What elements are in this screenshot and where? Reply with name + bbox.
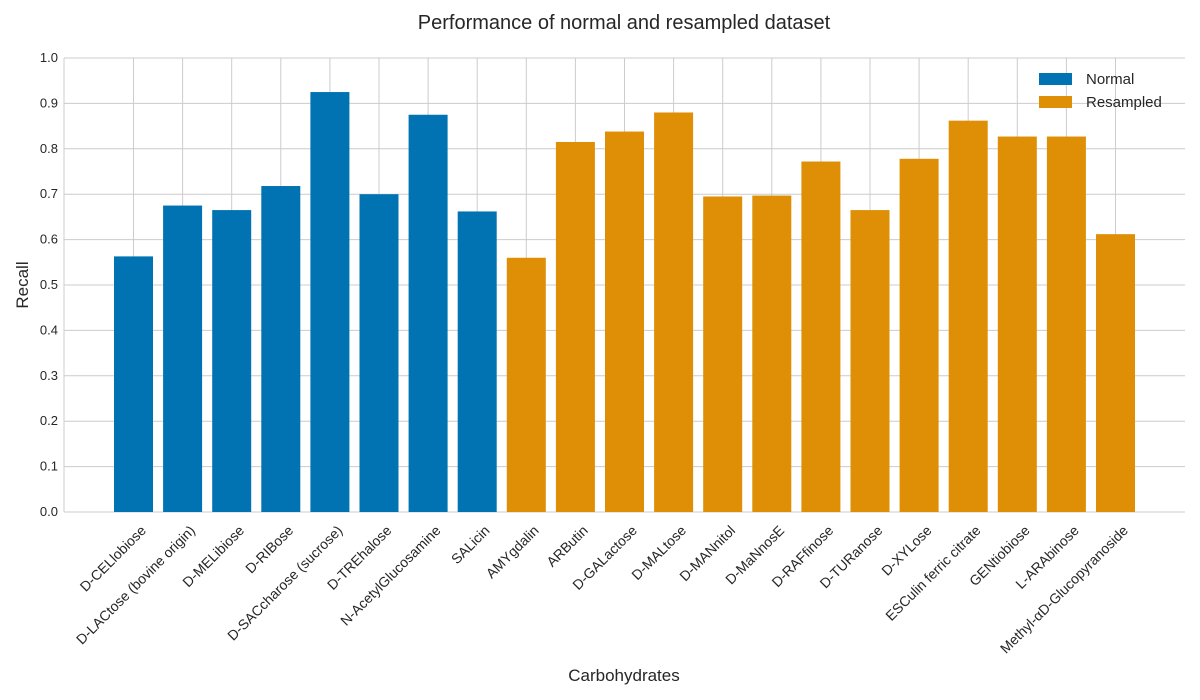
bar-resampled xyxy=(850,210,890,512)
y-tick-label: 0.2 xyxy=(40,413,58,428)
bar-resampled xyxy=(1046,136,1086,513)
x-tick-label: N-AcetylGlucosamine xyxy=(337,522,444,629)
x-tick-label: ARButin xyxy=(543,522,591,570)
bar-resampled xyxy=(555,141,595,513)
y-tick-label: 0.3 xyxy=(40,368,58,383)
y-tick-label: 0.4 xyxy=(40,322,58,337)
legend-label-resampled: Resampled xyxy=(1086,94,1162,111)
legend: Normal Resampled xyxy=(1039,71,1162,111)
y-tick-label: 1.0 xyxy=(40,50,58,65)
y-tick-label: 0.5 xyxy=(40,277,58,292)
x-tick-label: AMYgdalin xyxy=(483,522,542,581)
bar-resampled xyxy=(605,131,644,512)
x-tick-label: SALicin xyxy=(448,522,493,567)
legend-swatch-resampled xyxy=(1039,96,1072,108)
bar-resampled xyxy=(801,161,841,512)
legend-swatch-normal xyxy=(1039,73,1072,85)
bar-resampled xyxy=(506,257,546,512)
y-tick-label: 0.0 xyxy=(40,504,58,519)
y-tick-label: 0.8 xyxy=(40,141,58,156)
y-tick-label: 0.1 xyxy=(40,459,58,474)
bar-resampled xyxy=(654,112,694,512)
x-tick-label: ESCulin ferric citrate xyxy=(882,522,984,624)
bar-normal xyxy=(261,186,301,512)
chart-title: Performance of normal and resampled data… xyxy=(418,12,831,34)
bars-layer xyxy=(114,92,1135,513)
bar-normal xyxy=(457,211,497,512)
y-axis-label: Recall xyxy=(13,261,32,308)
bar-resampled xyxy=(752,195,792,512)
bar-normal xyxy=(163,205,203,513)
bar-resampled xyxy=(703,196,743,512)
bar-resampled xyxy=(948,120,988,512)
bar-normal xyxy=(310,92,350,513)
y-tick-label: 0.9 xyxy=(40,95,58,110)
bar-normal xyxy=(359,194,399,512)
bar-resampled xyxy=(997,136,1037,513)
bar-normal xyxy=(408,114,448,512)
bar-normal xyxy=(212,210,252,512)
x-axis-label: Carbohydrates xyxy=(568,666,680,685)
y-tick-label: 0.7 xyxy=(40,186,58,201)
bar-resampled xyxy=(899,158,939,512)
y-tick-label: 0.6 xyxy=(40,232,58,247)
bar-normal xyxy=(114,256,153,512)
y-axis-ticks: 0.0 0.1 0.2 0.3 0.4 0.5 0.6 0.7 0.8 0.9 1.0 xyxy=(40,50,58,519)
bar-resampled xyxy=(1096,234,1135,513)
legend-label-normal: Normal xyxy=(1086,71,1134,88)
